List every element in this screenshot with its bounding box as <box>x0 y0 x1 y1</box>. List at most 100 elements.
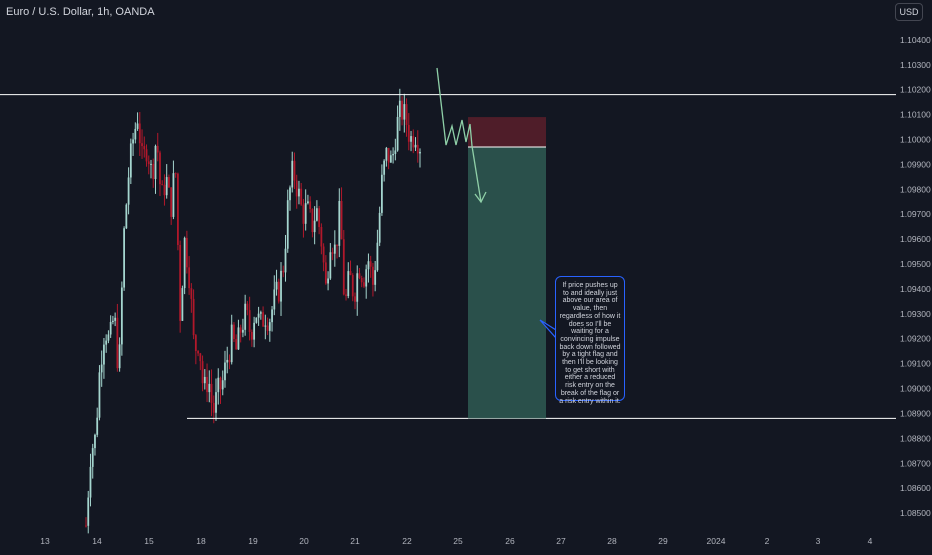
candle-body <box>138 123 141 144</box>
candle-body <box>181 288 184 321</box>
candle-body <box>132 139 134 144</box>
price-tick-label: 1.09200 <box>900 334 931 344</box>
candle-body <box>363 282 365 287</box>
candle-body <box>342 239 345 295</box>
candle-body <box>405 104 408 125</box>
currency-button[interactable]: USD <box>895 3 923 21</box>
annotation-note[interactable]: If price pushes up to and ideally just a… <box>555 276 625 405</box>
candle-body <box>212 402 215 413</box>
price-tick-label: 1.08600 <box>900 483 931 493</box>
time-tick-label: 14 <box>92 536 102 546</box>
candle-body <box>190 288 193 299</box>
price-tick-label: 1.10200 <box>900 85 931 95</box>
candle-body <box>289 187 291 201</box>
time-tick-label: 4 <box>868 536 873 546</box>
candle-body <box>134 128 137 140</box>
candle-body <box>208 383 211 393</box>
candles-layer <box>85 88 421 534</box>
time-tick-label: 2 <box>765 536 770 546</box>
candle-body <box>392 153 395 156</box>
candle-body <box>120 287 123 345</box>
candle-body <box>268 322 271 331</box>
candle-body <box>199 353 202 362</box>
candle-body <box>410 136 412 142</box>
candle-body <box>210 383 213 403</box>
candle-body <box>136 123 139 129</box>
candle-body <box>259 312 262 314</box>
price-tick-label: 1.09500 <box>900 259 931 269</box>
candle-body <box>403 104 406 120</box>
candle-body <box>365 269 368 287</box>
candle-body <box>264 325 267 327</box>
candle-body <box>188 267 191 289</box>
candle-body <box>347 271 350 297</box>
candle-body <box>224 362 226 381</box>
candle-body <box>89 466 92 498</box>
candle-body <box>201 361 204 384</box>
candle-body <box>192 298 195 336</box>
candle-body <box>389 155 392 163</box>
candle-body <box>387 147 390 163</box>
candle-body <box>255 317 258 323</box>
candle-body <box>147 161 150 165</box>
candle-body <box>336 244 338 246</box>
candle-body <box>302 204 305 224</box>
candle-body <box>114 317 117 321</box>
candle-body <box>340 200 343 240</box>
candle-body <box>116 317 119 369</box>
time-axis: 13 14 15 18 19 20 21 22 25 26 27 28 29 2024 2 3 4 <box>40 536 872 546</box>
candle-body <box>109 321 112 335</box>
position-layer <box>468 117 546 419</box>
time-tick-label: 22 <box>402 536 412 546</box>
candle-body <box>257 313 260 318</box>
candle-body <box>282 270 285 273</box>
candle-body <box>159 152 161 185</box>
candle-body <box>398 100 401 117</box>
candle-body <box>322 246 325 263</box>
projection-arrowhead <box>474 191 487 204</box>
candle-body <box>416 144 419 154</box>
price-tick-label: 1.09000 <box>900 384 931 394</box>
candle-body <box>385 147 388 161</box>
candle-body <box>203 376 206 384</box>
candle-body <box>163 184 166 196</box>
candle-body <box>351 275 354 297</box>
candle-body <box>219 377 222 390</box>
levels-layer <box>0 94 896 419</box>
candle-body <box>94 434 96 449</box>
candle-body <box>414 144 417 148</box>
candle-body <box>239 327 242 333</box>
price-tick-label: 1.09900 <box>900 159 931 169</box>
reward-zone <box>468 146 546 419</box>
candle-body <box>250 331 253 340</box>
candle-body <box>96 417 99 435</box>
time-tick-label: 25 <box>453 536 463 546</box>
candle-body <box>194 335 197 352</box>
candle-body <box>298 188 300 197</box>
price-tick-label: 1.09300 <box>900 309 931 319</box>
candle-body <box>266 325 269 331</box>
candle-body <box>161 184 164 186</box>
candle-body <box>248 310 251 332</box>
time-tick-label: 13 <box>40 536 50 546</box>
candle-body <box>215 392 217 413</box>
candle-body <box>349 271 352 276</box>
candle-body <box>262 312 264 327</box>
candle-body <box>235 339 238 350</box>
candle-body <box>300 188 303 205</box>
time-tick-label: 26 <box>505 536 515 546</box>
candle-body <box>206 376 208 393</box>
candle-body <box>123 228 126 288</box>
price-tick-label: 1.10100 <box>900 110 931 120</box>
time-tick-label: 19 <box>248 536 258 546</box>
candle-body <box>378 212 381 243</box>
candle-body <box>376 242 379 271</box>
candle-body <box>98 372 101 418</box>
time-tick-label: 28 <box>607 536 617 546</box>
candle-body <box>295 180 298 197</box>
price-tick-label: 1.09100 <box>900 359 931 369</box>
candle-body <box>230 324 233 363</box>
candle-body <box>105 340 108 345</box>
